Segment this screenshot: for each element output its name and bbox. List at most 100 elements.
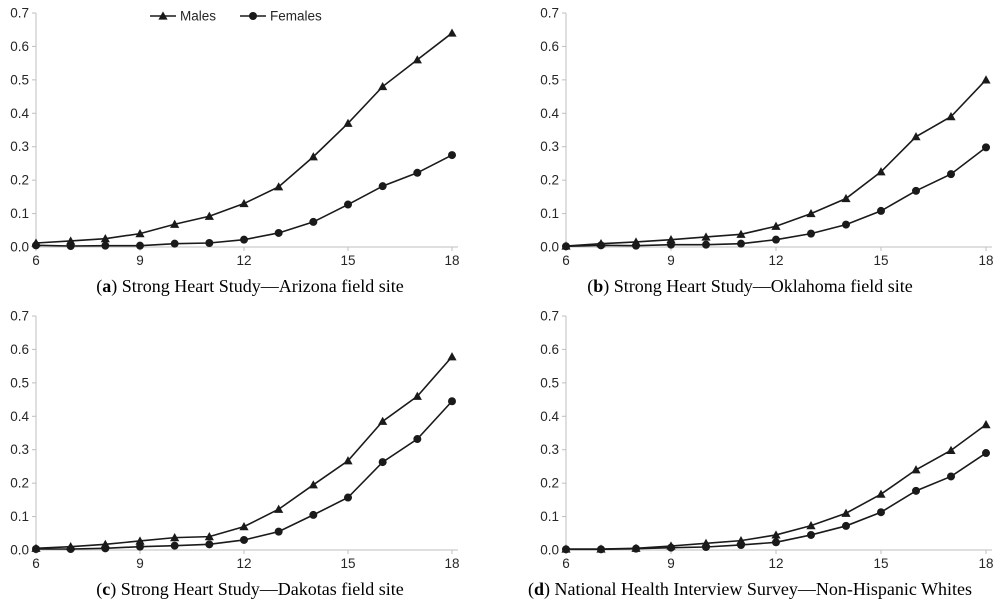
triangle-marker [343,456,353,465]
circle-marker [240,535,248,544]
series-line-males [35,32,453,244]
circle-marker [249,12,257,20]
x-tick-label: 12 [236,556,251,571]
line-chart-dakotas: 0.0 0.1 0.2 0.3 0.4 0.5 0.6 0.7 6 9 12 15 18 [10,309,459,572]
circle-marker [205,540,214,549]
triangle-marker [806,520,816,530]
caption-text: Strong Heart Study—Arizona field site [121,276,404,296]
circle-marker [448,397,456,406]
circle-marker [562,242,570,251]
circle-marker [309,217,318,226]
circle-marker [413,168,422,177]
circle-marker [136,241,144,250]
caption-letter: b [593,276,604,296]
y-tick-label: 0.1 [540,509,559,524]
y-tick-label: 0.4 [10,409,29,424]
triangle-marker [981,75,991,84]
chart-panel-a: 0.0 0.1 0.2 0.3 0.4 0.5 0.6 0.7 6 9 12 15 18 Males Fem… [0,0,500,303]
triangle-marker [946,112,956,121]
x-tick-label: 18 [444,556,459,571]
y-tick-label: 0.3 [540,442,559,457]
circle-marker [807,229,815,238]
caption-text: Strong Heart Study—Oklahoma field site [613,276,913,296]
triangle-marker [239,198,249,208]
circle-marker [737,540,745,549]
circle-marker [982,143,990,152]
triangle-marker [447,352,457,361]
line-chart-oklahoma: 0.0 0.1 0.2 0.3 0.4 0.5 0.6 0.7 6 9 12 15 18 [540,6,993,269]
circle-marker [101,544,110,553]
y-tick-label: 0.2 [540,476,559,491]
y-tick-label: 0.1 [10,509,29,524]
y-tick-label: 0.5 [10,375,29,390]
chart-panel-b: 0.0 0.1 0.2 0.3 0.4 0.5 0.6 0.7 6 9 12 15 18 (b) Str… [500,0,1000,303]
triangle-marker [911,132,921,141]
circle-marker [842,521,850,530]
circle-marker [772,235,780,244]
x-tick-label: 15 [340,253,355,268]
circle-marker [947,170,955,179]
circle-marker [702,240,710,249]
circle-marker [136,542,144,551]
y-tick-label: 0.0 [540,543,559,558]
circle-marker [632,241,640,250]
circle-marker [32,544,40,553]
circle-marker [737,239,745,248]
circle-marker [597,241,605,250]
caption-letter: d [533,579,544,599]
x-tick-label: 6 [32,556,40,571]
triangle-marker [239,522,249,531]
triangle-marker [66,236,76,245]
triangle-marker [736,229,746,238]
y-tick-label: 0.0 [540,240,559,255]
legend-label-males: Males [180,9,216,24]
caption-text: National Health Interview Survey—Non-His… [554,579,973,599]
circle-marker [597,545,605,554]
triangle-marker [135,229,145,238]
x-tick-label: 6 [562,556,570,571]
y-tick-label: 0.2 [540,173,559,188]
y-tick-label: 0.4 [10,106,29,121]
circle-marker [170,541,179,550]
triangle-marker [204,532,214,541]
circle-marker [877,508,885,517]
triangle-marker [806,208,816,218]
circle-marker [32,241,40,250]
line-chart-arizona: 0.0 0.1 0.2 0.3 0.4 0.5 0.6 0.7 6 9 12 15 18 Males Fem… [10,6,459,269]
triangle-marker [946,445,956,454]
y-tick-label: 0.2 [10,476,29,491]
x-tick-label: 15 [873,556,888,571]
circle-marker [842,220,850,229]
triangle-marker [876,489,886,498]
x-tick-label: 6 [562,253,570,268]
triangle-marker [911,465,921,474]
x-tick-label: 12 [236,253,251,268]
circle-marker [66,241,75,250]
x-tick-label: 12 [768,253,783,268]
triangle-marker [378,81,388,91]
x-tick-label: 12 [768,556,783,571]
x-tick-label: 9 [136,253,144,268]
x-tick-label: 18 [978,556,993,571]
triangle-marker [170,219,180,228]
triangle-marker [274,504,284,513]
y-tick-label: 0.7 [10,309,29,324]
y-tick-label: 0.5 [10,72,29,87]
circle-marker [378,182,387,191]
triangle-marker [170,533,180,542]
circle-marker [344,200,352,209]
caption-text: Strong Heart Study—Dakotas field site [120,579,404,599]
circle-marker [772,538,780,547]
circle-marker [877,206,885,215]
triangle-marker [841,508,851,517]
circle-marker [912,186,920,195]
triangle-marker [771,221,781,230]
y-tick-label: 0.1 [10,206,29,221]
triangle-marker [412,391,422,400]
triangle-marker [981,420,991,429]
x-tick-label: 15 [340,556,355,571]
circle-marker [309,510,318,519]
triangle-marker [204,211,214,220]
circle-marker [807,530,815,539]
circle-marker [101,241,110,250]
